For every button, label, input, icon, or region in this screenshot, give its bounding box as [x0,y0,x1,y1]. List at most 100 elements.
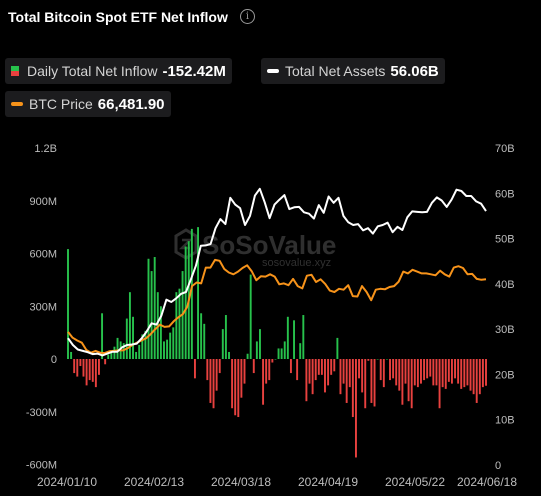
y-right-tick-label: 70B [495,143,515,155]
y-left-tick-label: 300M [29,301,57,313]
inflow-bar [423,359,426,381]
inflow-bar [351,359,354,418]
inflow-bar [286,316,289,359]
legend-inflow-label: Daily Total Net Inflow [27,63,158,79]
inflow-bar [475,359,478,403]
inflow-bar [200,313,203,359]
inflow-bar [153,257,156,359]
inflow-bar [314,359,317,381]
inflow-bar [197,227,199,360]
inflow-bar [268,359,271,381]
y-right-tick-label: 10B [495,415,515,427]
inflow-bar [463,359,466,388]
inflow-bar [481,359,484,388]
inflow-bar [311,359,314,395]
inflow-bar [472,359,475,395]
inflow-bar [460,359,463,389]
inflow-bar [435,359,438,386]
x-tick-label: 2024/05/22 [385,475,445,489]
inflow-bar [255,341,258,359]
inflow-bar [101,313,104,359]
inflow-bar [206,359,209,381]
y-left-tick-label: -600M [26,460,57,472]
inflow-bar [485,359,487,386]
inflow-bar [320,359,323,375]
inflow-bar [85,359,88,386]
inflow-bar [163,341,165,359]
orange-line-swatch-icon [11,102,23,106]
inflow-bar [376,359,379,360]
legend-assets-label: Total Net Assets [285,63,386,79]
inflow-bar [327,359,330,386]
inflow-bar [324,359,326,393]
inflow-bar [404,359,407,384]
inflow-bar [367,359,370,361]
inflow-bar [178,288,181,359]
inflow-bar [373,359,376,407]
legend-price[interactable]: BTC Price 66,481.90 [5,91,171,117]
inflow-bar [342,359,345,384]
inflow-bar [283,341,286,359]
y-right-tick-label: 30B [495,324,515,336]
inflow-bar [259,329,261,359]
inflow-bar [410,359,413,409]
legend-assets[interactable]: Total Net Assets 56.06B [261,58,445,84]
inflow-bar [345,359,348,403]
inflow-bar [243,359,246,384]
inflow-bar [184,246,187,359]
inflow-bar [277,348,280,359]
inflow-bar [379,359,382,381]
inflow-bar [212,359,215,409]
inflow-bar [466,359,469,386]
inflow-bar [280,348,283,359]
x-tick-label: 2024/01/10 [37,475,97,489]
inflow-bar [128,292,131,359]
inflow-bar [407,359,410,402]
inflow-bar [339,359,342,395]
inflow-bar [401,359,404,405]
inflow-bar [150,271,153,359]
legend-assets-value: 56.06B [390,62,439,80]
inflow-bar [218,359,221,374]
y-left-tick-label: 0 [51,354,57,366]
inflow-bar [141,334,144,359]
inflow-bar [237,359,240,418]
inflow-bar [79,359,82,367]
inflow-bar [147,258,150,359]
inflow-bar [175,292,178,359]
legend-price-value: 66,481.90 [97,95,165,113]
inflow-bar [107,354,110,359]
inflow-bar [209,359,212,403]
inflow-bar [76,359,79,377]
inflow-bar [169,332,172,360]
inflow-bar [70,351,73,359]
inflow-bar [382,359,385,388]
info-icon[interactable]: i [240,9,255,24]
inflow-bar [190,228,193,359]
inflow-bar [172,327,175,359]
x-tick-label: 2024/04/19 [298,475,358,489]
inflow-bar [317,359,320,375]
inflow-bar [224,315,227,359]
inflow-bar [262,359,265,405]
inflow-bar [416,359,419,388]
inflow-bar [271,359,274,363]
inflow-bar [240,359,243,398]
inflow-bar [166,339,169,359]
inflow-bar [159,306,162,359]
inflow-bar [94,359,97,388]
inflow-bar [299,343,302,360]
inflow-bars [67,227,487,458]
inflow-bar [305,359,308,402]
y-left-tick-label: 600M [29,249,57,261]
inflow-bar [116,337,119,359]
y-right-tick-label: 60B [495,188,515,200]
axes: 1.2B 900M 600M 300M 0 -300M -600M 70B 60B 50B 40B 3… [26,143,518,489]
bar-swatch-icon [11,66,19,76]
inflow-bar [358,359,361,379]
inflow-bar [426,359,429,379]
inflow-bar [385,359,388,360]
legend-inflow[interactable]: Daily Total Net Inflow -152.42M [5,58,232,84]
inflow-bar [389,359,391,381]
